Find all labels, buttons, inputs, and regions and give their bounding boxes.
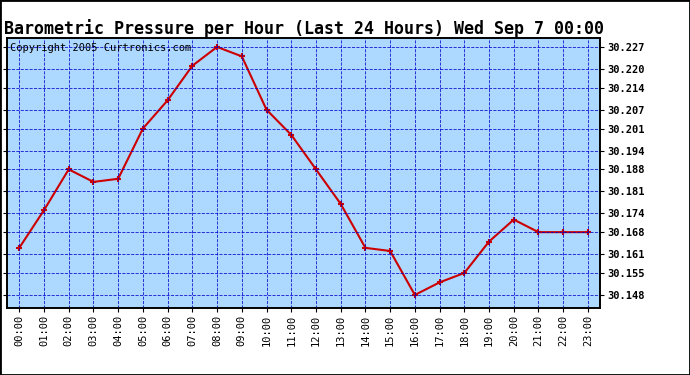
Text: Copyright 2005 Curtronics.com: Copyright 2005 Curtronics.com — [10, 43, 191, 53]
Text: Barometric Pressure per Hour (Last 24 Hours) Wed Sep 7 00:00: Barometric Pressure per Hour (Last 24 Ho… — [3, 19, 604, 38]
